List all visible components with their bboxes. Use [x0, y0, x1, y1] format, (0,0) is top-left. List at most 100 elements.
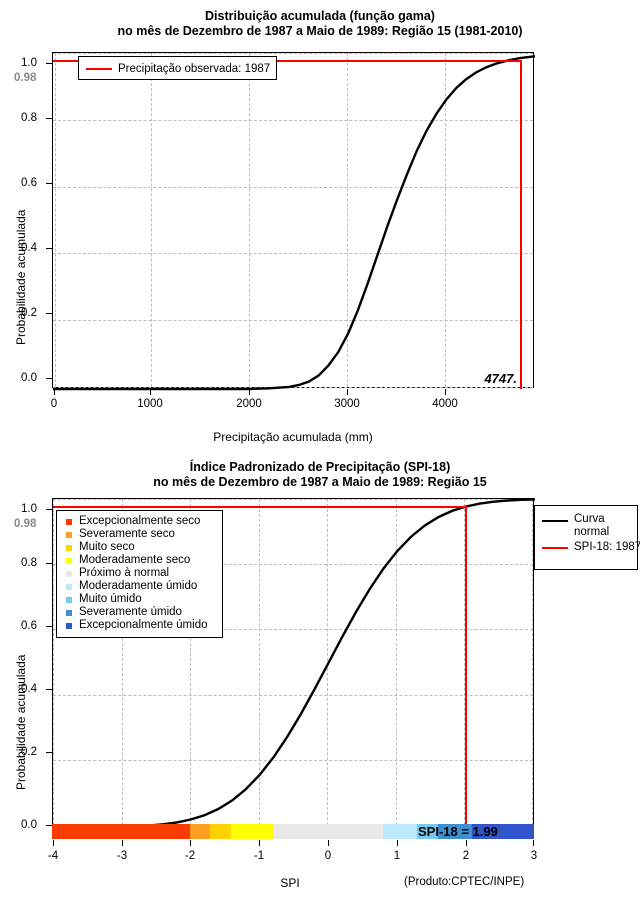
chart2-ylabel: Probabilidade acumulada — [14, 654, 28, 790]
chart2-legend-label-line1: Curva — [574, 513, 605, 525]
chart2-tickmark-x--3 — [121, 840, 123, 846]
legend-label: Muito seco — [79, 541, 135, 553]
chart2-gridline-h-0.6 — [53, 629, 533, 631]
chart1-gridline-h-0.6 — [53, 186, 533, 188]
color-swatch-icon — [66, 622, 72, 629]
legend-label: Severamente úmido — [79, 606, 182, 618]
chart1-xtick-1000: 1000 — [137, 398, 163, 410]
color-swatch-icon — [66, 544, 72, 551]
chart1-title-line1: Distribuição acumulada (função gama) — [205, 9, 435, 23]
legend-label: Muito úmido — [79, 593, 142, 605]
colorbar-segment-muito-seco — [210, 824, 232, 839]
chart2-tickmark-x-0 — [328, 840, 329, 846]
chart2-xtick-1: 1 — [393, 850, 401, 862]
chart2-category-legend: Excepcionalmente seco Severamente seco M… — [56, 510, 223, 638]
colorbar-segment-proximo-a-normal — [272, 824, 383, 839]
chart1-gridline-v-4000 — [444, 53, 446, 387]
chart2-gridline-v-1 — [395, 499, 397, 825]
legend-label: Moderadamente seco — [79, 554, 191, 566]
chart1-observed-prob-line — [53, 59, 520, 62]
color-swatch-icon — [66, 531, 72, 538]
chart2-tickmark-x--1 — [259, 840, 261, 846]
legend-label: Excepcionalmente úmido — [79, 619, 208, 631]
chart2-gridline-h-0.4 — [53, 694, 533, 696]
chart2-legend-label: SPI-18: 1987 — [574, 541, 640, 553]
chart1-gridline-h-0.2 — [53, 320, 533, 322]
chart1-xtick-2000: 2000 — [236, 398, 262, 410]
chart1-legend-label: Precipitação observada: 1987 — [118, 62, 271, 75]
chart2-ytick-0.0: 0.0 — [21, 819, 37, 831]
chart1-ytick-0.98: 0.98 — [14, 72, 37, 84]
colorbar-segment-moderadamente-umido — [382, 824, 417, 839]
color-swatch-icon — [66, 596, 72, 603]
chart1-gridline-h-0.8 — [53, 119, 533, 121]
chart2-xlabel: SPI — [280, 876, 300, 890]
chart1-gridline-v-2000 — [248, 53, 250, 387]
chart2-gridline-v-3 — [532, 499, 534, 825]
chart2-title-line1: Índice Padronizado de Precipitação (SPI-… — [189, 460, 451, 474]
legend-item-moderadamente-umido: Moderadamente úmido — [57, 580, 222, 593]
chart1-observed-value-label: 4747. — [484, 371, 517, 386]
legend-item-muito-umido: Muito úmido — [57, 593, 222, 606]
chart1-xtick-4000: 4000 — [432, 398, 458, 410]
chart2-legend-item-curva-normal: Curva normal — [535, 513, 637, 539]
colorbar-segment-severamente-seco — [189, 824, 211, 839]
chart2-xtick--4: -4 — [47, 850, 59, 862]
chart1-tickmark-y1 — [46, 313, 52, 314]
chart2-tickmark-x-1 — [396, 840, 398, 846]
chart2-xtick--3: -3 — [116, 850, 128, 862]
chart2-tickmark-x--2 — [190, 840, 192, 846]
legend-item-muito-seco: Muito seco — [57, 541, 222, 554]
chart1-plot-area: 4747. — [52, 52, 536, 391]
legend-label: Próximo à normal — [79, 567, 170, 579]
colorbar-segment-severamente-umido — [437, 824, 472, 839]
chart2-xtick-2: 2 — [462, 850, 470, 862]
legend-item-excepcionalmente-seco: Excepcionalmente seco — [57, 515, 222, 528]
chart1-gridline-v-3000 — [346, 53, 348, 387]
chart2-gridline-v--4 — [53, 499, 54, 825]
colorbar-segment-muito-umido — [416, 824, 438, 839]
chart2-spi-value-line — [465, 505, 468, 827]
chart1-gridline-v-1000 — [150, 53, 152, 387]
chart1-tickmark-x-4000 — [445, 389, 447, 395]
chart2-series-legend: Curva normal SPI-18: 1987 — [534, 505, 640, 570]
chart2-gridline-v--2 — [190, 499, 192, 825]
chart2-gridline-v--1 — [258, 499, 260, 825]
legend-item-proximo-a-normal: Próximo à normal — [57, 567, 222, 580]
chart1-ytick-1.0: 1.0 — [21, 57, 37, 69]
colorbar-segment-excepcionalmente-seco — [52, 824, 190, 839]
chart1-xtick-3000: 3000 — [334, 398, 360, 410]
chart2-ytick-1.0: 1.0 — [21, 503, 37, 515]
chart2-spi-prob-line — [53, 505, 466, 508]
colorbar-segment-excepcionalmente-umido — [471, 824, 534, 839]
chart2-ytick-0.8: 0.8 — [21, 557, 37, 569]
legend-item-severamente-umido: Severamente úmido — [57, 606, 222, 619]
chart1-xlabel: Precipitação acumulada (mm) — [213, 430, 373, 444]
chart1-xtick-0: 0 — [50, 398, 58, 410]
chart2-xtick-0: 0 — [324, 850, 332, 862]
chart1-gridline-h-0.4 — [53, 253, 533, 255]
chart1-tickmark-y4 — [46, 118, 52, 119]
chart1-gridline-h-1.0 — [53, 53, 533, 54]
color-swatch-icon — [66, 570, 72, 577]
chart2-tickmark-y1 — [46, 752, 52, 753]
chart1-observed-value-line — [519, 59, 522, 389]
chart2-xtick-3: 3 — [530, 850, 538, 862]
red-line-icon — [86, 68, 112, 70]
legend-item-moderadamente-seco: Moderadamente seco — [57, 554, 222, 567]
chart2-tickmark-x-3 — [533, 840, 535, 846]
chart1-tickmark-y2 — [46, 248, 52, 249]
chart2-plot-area — [52, 498, 536, 829]
chart2-gridline-h-0.2 — [53, 759, 533, 761]
chart2-tickmark-y4 — [46, 563, 52, 564]
chart1-tickmark-y5 — [46, 63, 52, 64]
chart1-tickmark-x-3000 — [347, 389, 348, 395]
chart1-ytick-0.4: 0.4 — [21, 242, 37, 254]
chart2-gridline-v-2 — [464, 499, 466, 825]
chart2-gridline-h-0.8 — [53, 564, 533, 566]
chart1-tickmark-x-0 — [53, 389, 55, 395]
chart1-title-line2: no mês de Dezembro de 1987 a Maio de 198… — [117, 24, 523, 38]
color-swatch-icon — [66, 557, 72, 564]
chart1-ytick-0.6: 0.6 — [21, 177, 37, 189]
